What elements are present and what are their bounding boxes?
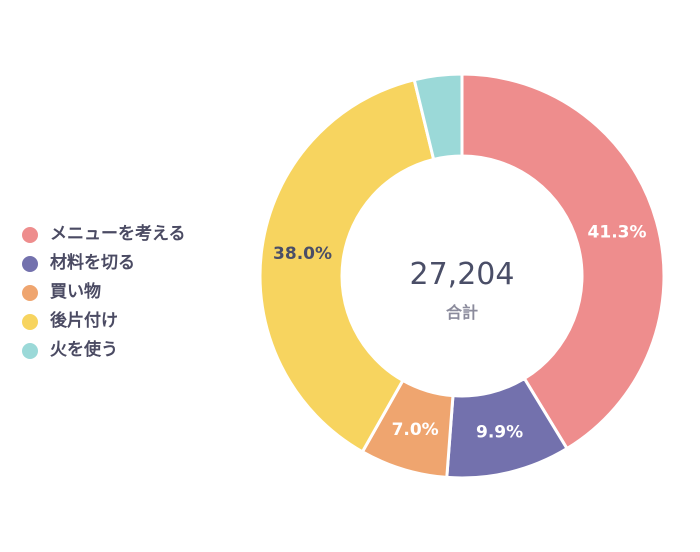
legend-item: 後片付け (22, 307, 262, 336)
legend-swatch (22, 226, 38, 243)
legend-item: 材料を切る (22, 249, 262, 278)
slice-value-label-2: 7.0% (392, 420, 439, 440)
legend-label: メニューを考える (50, 224, 186, 244)
slice-value-label-3: 38.0% (273, 244, 332, 264)
slices (258, 72, 666, 480)
slice-3 (258, 78, 436, 454)
center-total-label: 合計 (446, 303, 478, 322)
legend: メニューを考える 材料を切る買い物後片付け火を使う (22, 220, 262, 365)
center-total: 27,204 (410, 257, 515, 292)
slice-4 (412, 72, 464, 161)
legend-item: メニューを考える (22, 220, 262, 249)
slice-value-labels: 41.3% 9.9% 7.0% 38.0% (273, 223, 646, 443)
legend-swatch (22, 313, 38, 330)
legend-label: 後片付け (50, 311, 118, 331)
legend-item: 火を使う (22, 336, 262, 365)
slice-value-label-1: 9.9% (476, 423, 523, 443)
legend-label: 買い物 (50, 282, 101, 302)
legend-swatch (22, 284, 38, 301)
slice-0 (460, 72, 666, 451)
legend-swatch (22, 342, 38, 359)
legend-label: 材料を切る (50, 253, 135, 273)
slice-value-label-0: 41.3% (588, 223, 647, 243)
legend-swatch (22, 255, 38, 272)
legend-item: 買い物 (22, 278, 262, 307)
legend-label: 火を使う (50, 340, 118, 360)
